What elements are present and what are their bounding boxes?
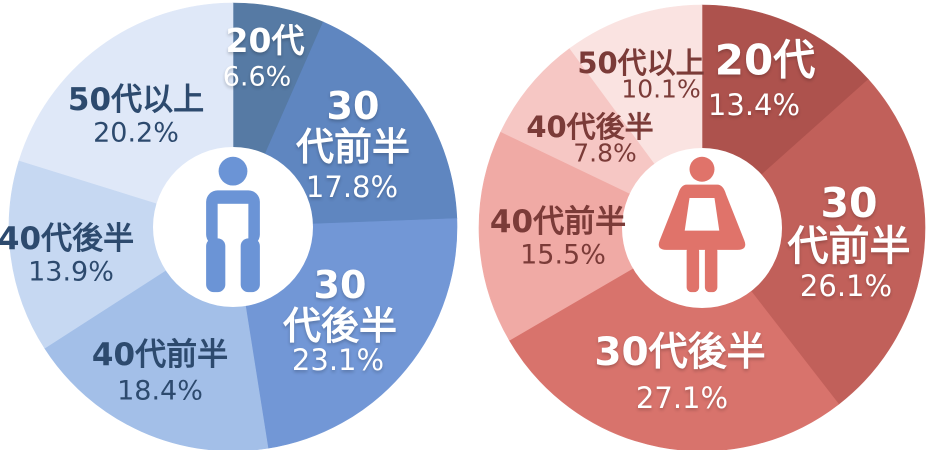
slice-label-3: 40代前半 (91, 337, 229, 373)
slice-label-3: 40代前半 (489, 204, 627, 240)
female-age-donut-chart: 20代 13.4% 30 代前半 26.1% 30代後半 27.1% 40代前半 15.5% 40… (477, 0, 927, 450)
slice-percent-1: 17.8% (305, 170, 399, 204)
slice-label-5: 50代以上 (67, 82, 205, 118)
slice-label-4: 40代後半 (526, 110, 654, 144)
slice-percent-5: 20.2% (93, 117, 179, 149)
pie-slice-1 (701, 79, 926, 405)
slice-percent-4: 7.8% (573, 138, 637, 168)
donut-hole (622, 148, 782, 308)
slice-label-4: 40代後半 (0, 221, 135, 257)
pie-slice-4 (8, 160, 234, 349)
slice-percent-2: 23.1% (291, 343, 385, 377)
slice-label-0: 20代 (714, 35, 816, 85)
slice-percent-5: 10.1% (621, 74, 701, 104)
slice-percent-2: 27.1% (635, 381, 729, 415)
slice-percent-1: 26.1% (799, 269, 893, 303)
slice-label-1: 30 代前半 (787, 179, 911, 270)
donut-pie-svg (8, 2, 458, 450)
slice-percent-3: 15.5% (520, 239, 606, 271)
slice-percent-3: 18.4% (117, 375, 203, 407)
slice-percent-0: 6.6% (222, 61, 292, 93)
slice-label-1: 30 代前半 (295, 84, 411, 169)
slice-percent-4: 13.9% (28, 256, 114, 288)
pie-slice-3 (478, 131, 703, 341)
male-age-donut-chart: 20代 6.6% 30 代前半 17.8% 30 代後半 23.1% 40代前半 18.4% 40代… (0, 0, 458, 450)
slice-label-5: 50代以上 (577, 46, 705, 80)
pie-slice-2 (508, 227, 840, 450)
slice-label-0: 20代 (225, 21, 305, 60)
slice-percent-0: 13.4% (707, 88, 801, 122)
slice-label-2: 30代後半 (594, 330, 766, 375)
